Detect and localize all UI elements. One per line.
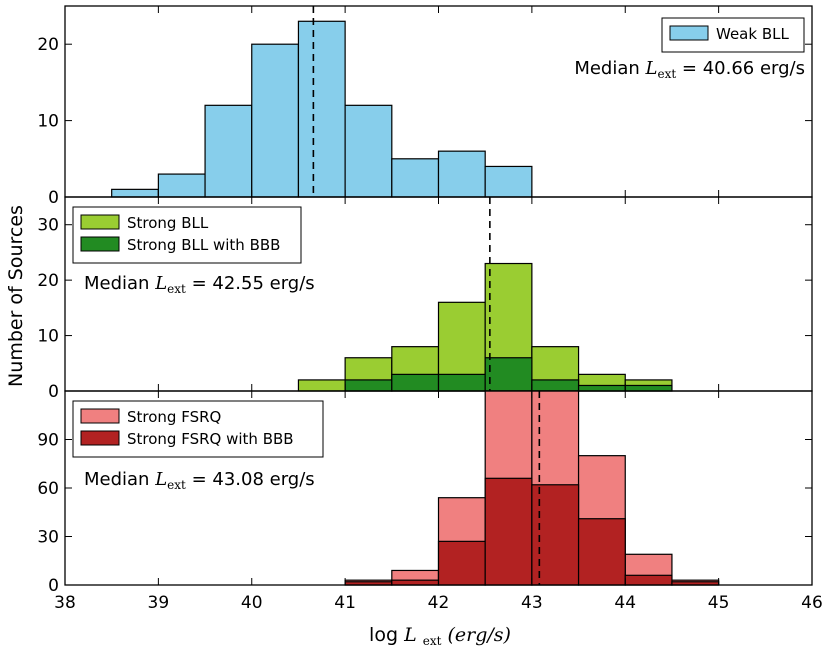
bar-weak-bll-s0-3 <box>251 43 300 198</box>
bar-strong-bll-s1-6 <box>624 384 673 392</box>
bar-strong-fsrq-s1-5 <box>577 518 626 586</box>
xtick-label-6: 44 <box>614 593 636 613</box>
x-axis-label: log L ext (erg/s) <box>369 624 511 650</box>
bar-weak-bll-s0-6 <box>391 158 440 198</box>
legend-swatch-strong-fsrq-1 <box>80 430 120 446</box>
bar-weak-bll-s0-0 <box>111 188 159 198</box>
x-axis-label-units: (erg/s) <box>447 624 510 646</box>
bar-weak-bll-s0-7 <box>437 150 486 198</box>
bar-strong-bll-s1-2 <box>437 373 486 392</box>
x-axis-label-sub: ext <box>423 634 442 648</box>
bar-strong-bll-s1-4 <box>531 379 580 392</box>
xtick-label-7: 45 <box>708 593 730 613</box>
bar-strong-bll-s0-0 <box>297 379 346 392</box>
ytick-label-weak-bll-1: 10 <box>37 112 59 132</box>
legend-weak-bll: Weak BLL <box>661 17 805 53</box>
legend-label-weak-bll-0: Weak BLL <box>716 25 789 43</box>
ytick-label-strong-bll-3: 30 <box>37 216 59 236</box>
panel-strong-fsrq: 0 30 60 90 Strong FSRQ Strong FSRQ with BBB Me… <box>37 390 813 596</box>
ytick-label-strong-fsrq-2: 60 <box>37 479 59 499</box>
legend-label-strong-bll-0: Strong BLL <box>127 214 209 232</box>
xtick-label-4: 42 <box>428 593 450 613</box>
panel-strong-bll: 0 10 20 30 Strong BLL Strong BLL with BBB Medi… <box>37 196 813 402</box>
bar-weak-bll-s0-5 <box>344 104 393 198</box>
bar-strong-fsrq-s1-6 <box>624 574 673 586</box>
bar-weak-bll-s0-8 <box>484 165 533 198</box>
legend-strong-bll: Strong BLL Strong BLL with BBB <box>72 206 302 264</box>
ytick-label-weak-bll-0: 0 <box>48 188 59 208</box>
legend-label-strong-fsrq-0: Strong FSRQ <box>127 408 221 426</box>
legend-label-strong-fsrq-1: Strong FSRQ with BBB <box>127 430 294 448</box>
legend-label-strong-bll-1: Strong BLL with BBB <box>127 236 280 254</box>
legend-swatch-strong-bll-0 <box>80 214 120 230</box>
bar-strong-fsrq-s1-3 <box>484 477 533 586</box>
legend-swatch-weak-bll-0 <box>669 25 709 41</box>
xtick-label-2: 40 <box>241 593 263 613</box>
median-text-strong-bll: Median Lext = 42.55 erg/s <box>84 273 315 296</box>
xtick-label-8: 46 <box>801 593 823 613</box>
bar-strong-bll-s1-3 <box>484 357 533 392</box>
bar-strong-bll-s1-1 <box>391 373 440 392</box>
x-axis-label-prefix: log <box>369 624 404 646</box>
bar-strong-fsrq-s1-2 <box>437 540 486 586</box>
ytick-label-strong-fsrq-3: 90 <box>37 431 59 451</box>
ytick-label-strong-bll-0: 0 <box>48 382 59 402</box>
ytick-label-weak-bll-2: 20 <box>37 35 59 55</box>
x-axis: 38 39 40 41 42 43 44 45 46 <box>54 593 823 613</box>
bar-strong-fsrq-s1-1 <box>391 579 440 586</box>
xtick-label-0: 38 <box>54 593 76 613</box>
legend-swatch-strong-fsrq-0 <box>80 408 120 424</box>
xtick-label-3: 41 <box>334 593 356 613</box>
x-axis-label-math: L <box>403 624 417 646</box>
bar-strong-bll-s1-5 <box>577 384 626 392</box>
ytick-label-strong-fsrq-1: 30 <box>37 528 59 548</box>
panel-weak-bll: 0 10 20 Weak BLL Median Lext = 40.66 erg/s <box>37 5 813 208</box>
xtick-label-1: 39 <box>148 593 170 613</box>
bar-strong-bll-s1-0 <box>344 379 393 392</box>
xtick-label-5: 43 <box>521 593 543 613</box>
median-text-strong-fsrq: Median Lext = 43.08 erg/s <box>84 469 315 492</box>
ytick-label-strong-bll-2: 20 <box>37 271 59 291</box>
ytick-label-strong-bll-1: 10 <box>37 327 59 347</box>
panels-layer: 0 10 20 Weak BLL Median Lext = 40.66 erg/s 0 1… <box>37 5 813 596</box>
ytick-label-strong-fsrq-0: 0 <box>48 576 59 596</box>
bar-weak-bll-s0-2 <box>204 104 253 198</box>
bar-weak-bll-s0-1 <box>157 173 206 198</box>
legend-swatch-strong-bll-1 <box>80 236 120 252</box>
median-text-weak-bll: Median Lext = 40.66 erg/s <box>574 58 805 81</box>
legend-strong-fsrq: Strong FSRQ Strong FSRQ with BBB <box>72 400 324 458</box>
bar-weak-bll-s0-4 <box>297 20 346 198</box>
y-axis-label: Number of Sources <box>5 205 27 387</box>
